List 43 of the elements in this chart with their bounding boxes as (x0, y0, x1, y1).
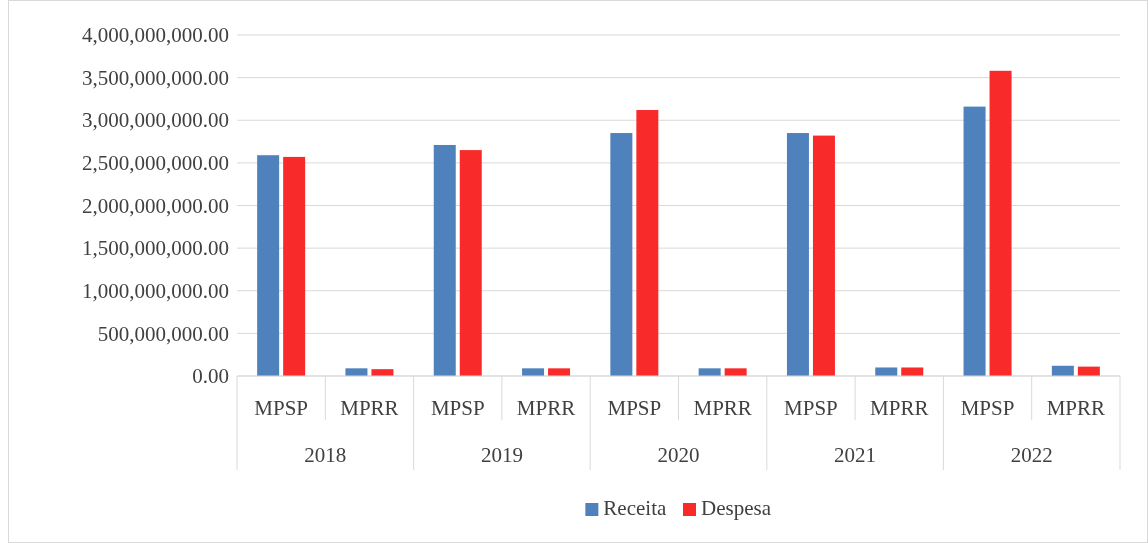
x-tick-label: MPSP (430, 396, 485, 420)
bar (812, 135, 835, 376)
bar (433, 144, 456, 376)
y-tick-label: 500,000,000.00 (97, 321, 229, 346)
x-tick-label: MPSP (607, 396, 662, 420)
bar (698, 368, 721, 376)
bar (345, 368, 368, 376)
x-tick-label: MPSP (784, 396, 838, 420)
legend-label: Receita (603, 496, 667, 520)
legend-label: Despesa (700, 496, 772, 520)
text: 2018 (304, 443, 347, 467)
y-tick-label: 2,000,000,000.00 (82, 193, 229, 218)
bar (283, 156, 306, 376)
x-tick-label: MPRR (516, 396, 576, 420)
bar (989, 70, 1012, 376)
y-tick-label: 2,500,000,000.00 (82, 151, 229, 176)
bar (875, 367, 898, 376)
bar (459, 150, 482, 376)
text: 2019 (480, 443, 523, 467)
text: 2021 (834, 443, 877, 467)
bar (724, 368, 747, 376)
x-tick-label: MPRR (693, 396, 752, 420)
y-tick-label: 1,500,000,000.00 (82, 236, 229, 261)
bar (522, 368, 545, 376)
x-tick-label: MPSP (254, 396, 309, 420)
x-tick-label: MPRR (1046, 396, 1106, 420)
y-tick-label: 0.00 (192, 364, 229, 389)
y-tick-label: 4,000,000,000.00 (82, 23, 229, 48)
x-tick-label: MPSP (960, 396, 1015, 420)
bar (963, 106, 986, 376)
bar (786, 133, 809, 376)
bar (636, 110, 659, 376)
bar (257, 155, 280, 376)
y-tick-label: 1,000,000,000.00 (82, 278, 229, 303)
bar (548, 368, 571, 376)
y-tick-label: 3,000,000,000.00 (82, 108, 229, 133)
text: 2020 (657, 443, 700, 467)
y-tick-label: 3,500,000,000.00 (82, 65, 229, 90)
x-tick-label: MPRR (340, 396, 399, 420)
text: 2022 (1010, 443, 1053, 467)
x-tick-label: MPRR (870, 396, 929, 420)
bar (901, 367, 924, 376)
bar (610, 133, 633, 376)
